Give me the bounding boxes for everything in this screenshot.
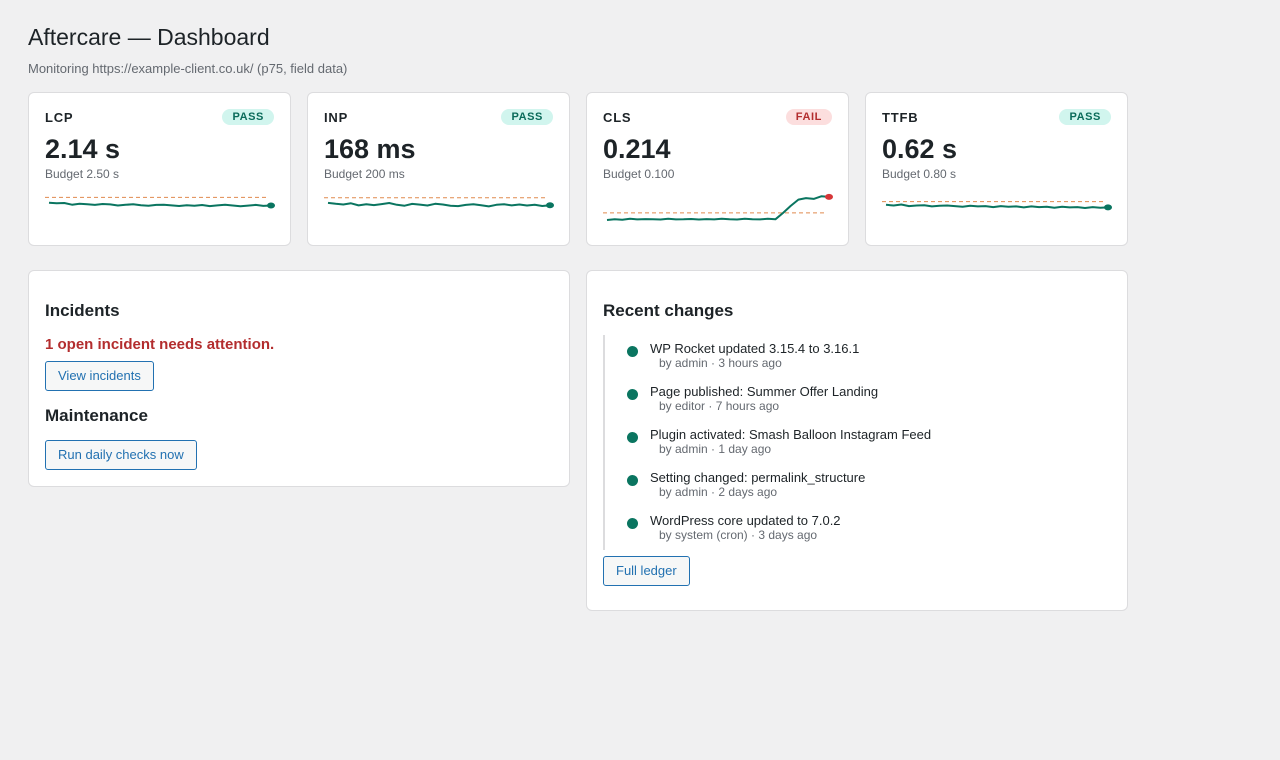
full-ledger-button[interactable]: Full ledger	[603, 556, 690, 586]
timeline-dot-icon	[627, 389, 638, 400]
metric-value: 168 ms	[324, 134, 416, 164]
latest-point	[1104, 204, 1112, 211]
page-subtitle: Monitoring https://example-client.co.uk/…	[28, 61, 348, 76]
latest-point	[546, 202, 554, 209]
changes-timeline: WP Rocket updated 3.15.4 to 3.16.1 by ad…	[603, 335, 1105, 550]
metric-budget: Budget 200 ms	[324, 167, 405, 181]
change-title: Page published: Summer Offer Landing	[650, 384, 879, 399]
view-incidents-button[interactable]: View incidents	[45, 361, 154, 391]
metric-value: 0.214	[603, 134, 671, 164]
incidents-title: Incidents	[45, 301, 120, 320]
change-title: WordPress core updated to 7.0.2	[650, 513, 841, 528]
metric-name: LCP	[45, 109, 74, 125]
incidents-panel: Incidents 1 open incident needs attentio…	[28, 270, 570, 487]
metric-value: 2.14 s	[45, 134, 121, 164]
status-badge: PASS	[222, 109, 274, 125]
timeline-dot-icon	[627, 475, 638, 486]
change-meta: by system (cron) · 3 days ago	[659, 528, 818, 542]
timeline-dot-icon	[627, 346, 638, 357]
metric-card-lcp: LCP PASS 2.14 s Budget 2.50 s	[28, 92, 291, 246]
metric-budget: Budget 0.80 s	[882, 167, 957, 181]
latest-point	[267, 202, 275, 209]
sparkline-cls	[603, 193, 833, 221]
trend-line	[327, 201, 551, 208]
change-meta: by admin · 1 day ago	[659, 442, 772, 456]
trend-line	[606, 195, 830, 221]
sparkline-ttfb	[882, 201, 1112, 211]
metric-card-ttfb: TTFB PASS 0.62 s Budget 0.80 s	[865, 92, 1128, 246]
timeline-dot-icon	[627, 432, 638, 443]
metric-name: TTFB	[882, 109, 919, 125]
incident-alert: 1 open incident needs attention.	[45, 336, 275, 353]
sparkline-inp	[324, 197, 554, 209]
change-title: WP Rocket updated 3.15.4 to 3.16.1	[650, 341, 860, 356]
recent-changes-title: Recent changes	[603, 301, 734, 320]
sparkline-lcp	[45, 196, 275, 209]
trend-line	[885, 203, 1109, 209]
recent-changes-panel: Recent changes WP Rocket updated 3.15.4 …	[586, 270, 1128, 611]
metric-card-inp: INP PASS 168 ms Budget 200 ms	[307, 92, 570, 246]
change-meta: by admin · 3 hours ago	[659, 356, 782, 370]
trend-line	[48, 201, 272, 208]
run-daily-checks-button[interactable]: Run daily checks now	[45, 440, 197, 470]
metric-value: 0.62 s	[882, 134, 958, 164]
maintenance-title: Maintenance	[45, 406, 148, 425]
change-meta: by admin · 2 days ago	[659, 485, 778, 499]
change-meta: by editor · 7 hours ago	[659, 399, 780, 413]
metric-name: CLS	[603, 109, 632, 125]
metric-name: INP	[324, 109, 349, 125]
change-title: Setting changed: permalink_structure	[650, 470, 866, 485]
status-badge: PASS	[501, 109, 553, 125]
change-title: Plugin activated: Smash Balloon Instagra…	[650, 427, 932, 442]
timeline-dot-icon	[627, 518, 638, 529]
page-title: Aftercare — Dashboard	[28, 24, 270, 50]
latest-point	[825, 193, 833, 200]
status-badge: PASS	[1059, 109, 1111, 125]
metric-budget: Budget 2.50 s	[45, 167, 120, 181]
status-badge: FAIL	[785, 109, 832, 125]
metric-budget: Budget 0.100	[603, 167, 675, 181]
metric-card-cls: CLS FAIL 0.214 Budget 0.100	[586, 92, 849, 246]
